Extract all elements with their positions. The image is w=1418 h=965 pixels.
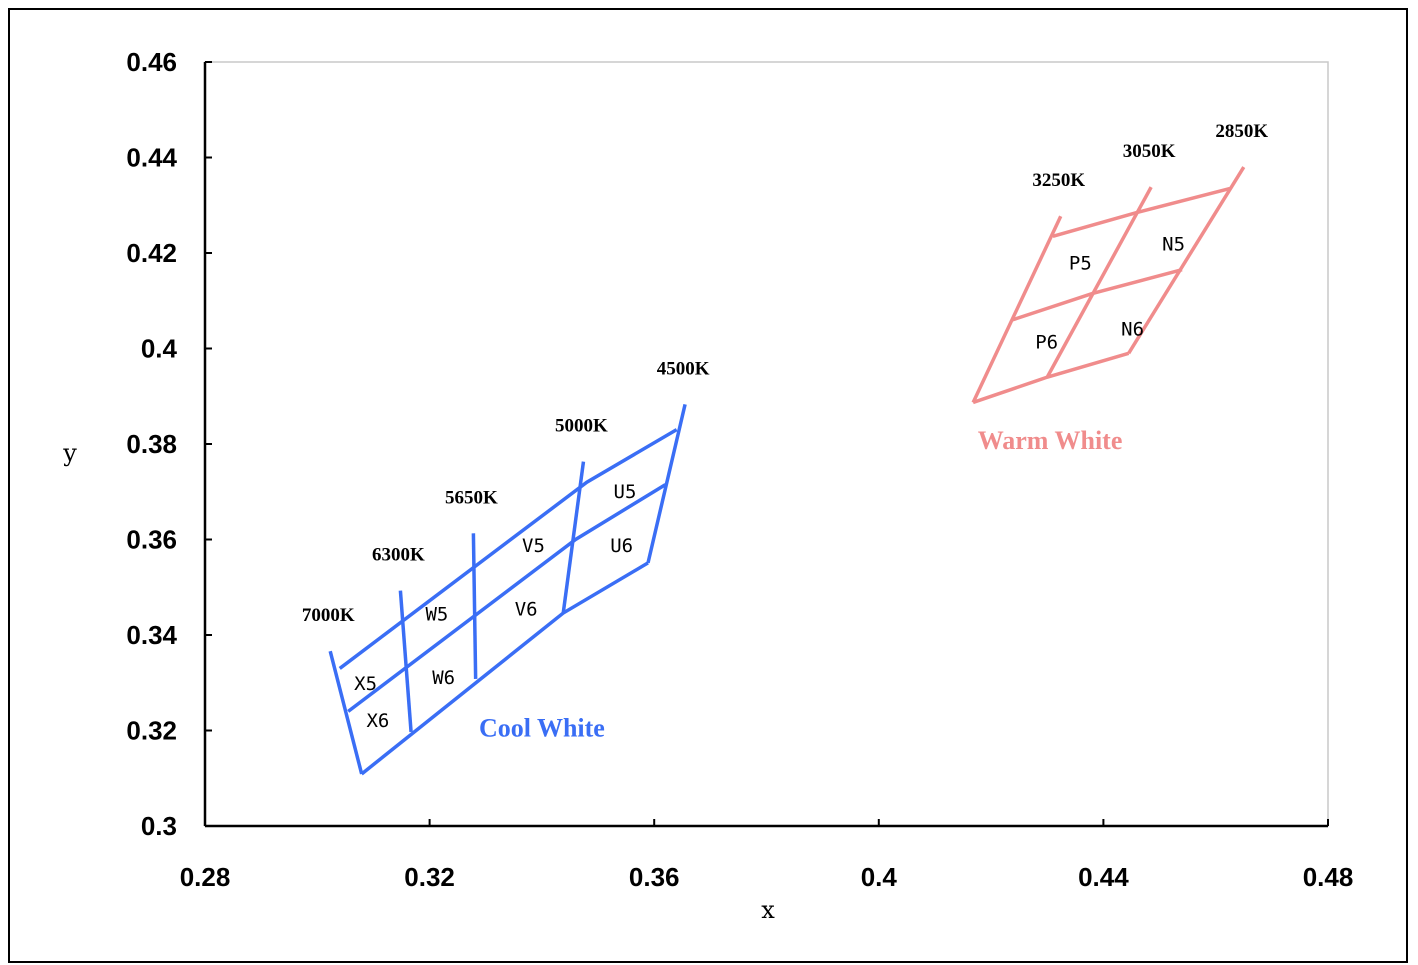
- bin-cell-label: U5: [614, 481, 637, 503]
- cct-label: 3250K: [1032, 170, 1085, 191]
- cct-line: [1045, 186, 1153, 378]
- cct-label: 3050K: [1123, 141, 1176, 162]
- cct-label: 7000K: [302, 605, 355, 626]
- bin-cell-label: P6: [1035, 331, 1058, 353]
- bin-cell-label: V6: [515, 599, 538, 621]
- x-tick-label: 0.4: [861, 862, 898, 892]
- bin-cell-label: W5: [425, 604, 448, 626]
- x-tick-label: 0.44: [1078, 862, 1129, 892]
- y-tick-label: 0.42: [126, 238, 177, 268]
- cct-label: 4500K: [657, 358, 710, 379]
- warm-white-bins: 3250K 3050K 2850K P5 P6 N5 N6 Warm White: [971, 121, 1268, 455]
- bin-cell-label: X6: [366, 710, 389, 732]
- y-tick-label: 0.38: [126, 429, 177, 459]
- bin-boundary-line: [1052, 186, 1231, 238]
- cct-line: [971, 215, 1063, 404]
- y-tick-label: 0.4: [141, 334, 178, 364]
- x-tick-label: 0.36: [629, 862, 680, 892]
- y-tick-label: 0.32: [126, 716, 177, 746]
- x-axis-ticks: 0.28 0.32 0.36 0.4 0.44 0.48: [180, 819, 1354, 892]
- group-name-label: Warm White: [978, 426, 1123, 455]
- x-tick-label: 0.28: [180, 862, 231, 892]
- cct-line: [1127, 166, 1246, 355]
- bin-cell-label: N6: [1121, 318, 1144, 340]
- y-axis-title: y: [62, 439, 77, 467]
- bin-cell-label: W6: [432, 667, 455, 689]
- cct-label: 2850K: [1215, 121, 1268, 142]
- cool-white-bins: 7000K 6300K 5650K 5000K 4500K X5 X6 W5 W6 V5 V6 U5 U…: [302, 358, 710, 776]
- y-tick-label: 0.44: [126, 143, 177, 173]
- cct-line: [561, 461, 586, 614]
- bin-cell-label: V5: [522, 535, 545, 557]
- bin-boundary-line: [347, 483, 667, 713]
- bin-boundary-line: [338, 428, 678, 670]
- bin-cell-label: N5: [1162, 233, 1185, 255]
- bin-boundary-line: [972, 351, 1130, 405]
- cct-line: [471, 533, 478, 679]
- y-axis-ticks: 0.3 0.32 0.34 0.36 0.38 0.4 0.42 0.44 0.46: [126, 47, 212, 841]
- bin-boundary-line: [1011, 268, 1183, 322]
- y-tick-label: 0.46: [126, 47, 177, 77]
- cct-label: 5650K: [445, 487, 498, 508]
- bin-cell-label: U6: [610, 535, 633, 557]
- cct-line: [328, 650, 364, 775]
- x-tick-label: 0.32: [404, 862, 455, 892]
- y-tick-label: 0.3: [141, 811, 177, 841]
- cct-label: 6300K: [372, 545, 425, 566]
- x-axis-title: x: [761, 896, 775, 924]
- bin-cell-label: X5: [354, 673, 377, 695]
- group-name-label: Cool White: [479, 714, 605, 743]
- cct-line: [646, 403, 687, 564]
- bin-groups: 7000K 6300K 5650K 5000K 4500K X5 X6 W5 W6 V5 V6 U5 U…: [302, 121, 1268, 776]
- bin-cell-label: P5: [1069, 253, 1092, 275]
- x-tick-label: 0.48: [1303, 862, 1354, 892]
- y-tick-label: 0.36: [126, 525, 177, 555]
- cct-label: 5000K: [555, 416, 608, 437]
- y-tick-label: 0.34: [126, 620, 177, 650]
- chart-frame: [8, 8, 1408, 963]
- cct-line: [398, 590, 413, 733]
